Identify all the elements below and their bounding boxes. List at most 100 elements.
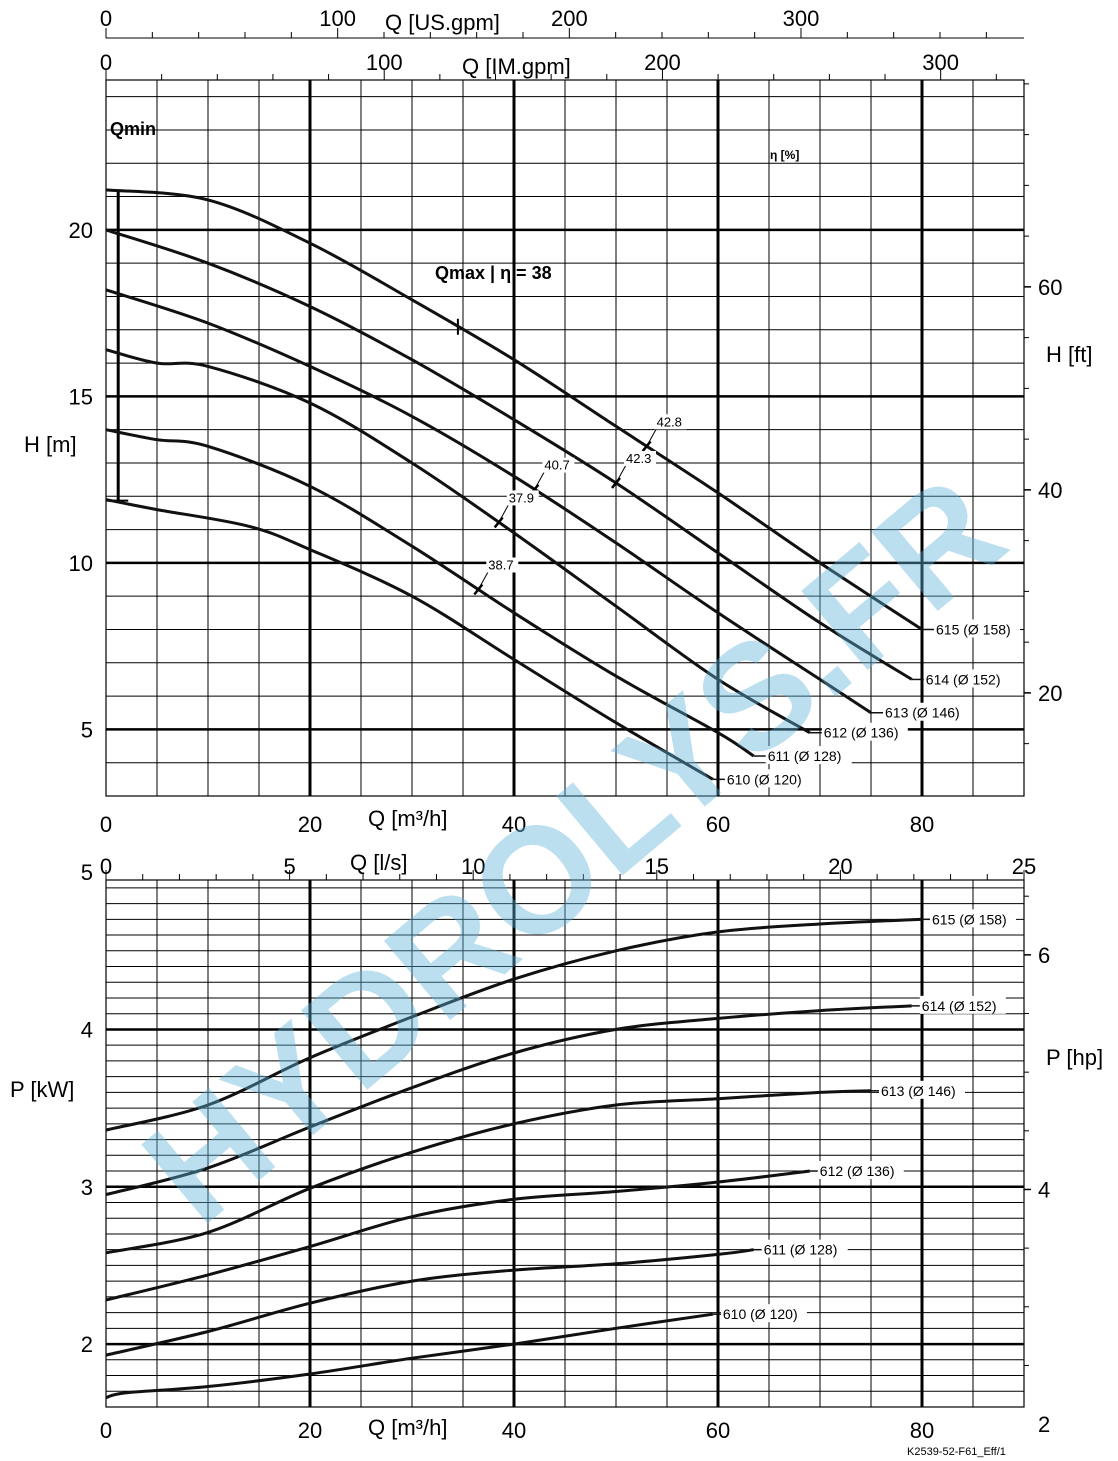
head-curve-label-bg	[821, 722, 908, 741]
efficiency-label: 40.7	[544, 458, 569, 473]
power-curve-label: 614 (Ø 152)	[922, 998, 997, 1014]
power-ylabel-right: P [hp]	[1046, 1045, 1103, 1070]
power-top-axis-title: Q [l/s]	[350, 850, 407, 875]
head-curve-label-bg	[923, 669, 1010, 688]
head-curve-610	[105, 498, 714, 781]
efficiency-leader	[498, 504, 510, 523]
imgpm-tick-label: 200	[644, 50, 681, 75]
power-ytick-label: 3	[81, 1175, 93, 1200]
power-xtick-label: 40	[502, 1418, 526, 1443]
head-curve-label: 611 (Ø 128)	[768, 748, 842, 764]
power-ytick-label: 5	[81, 860, 93, 885]
efficiency-label: 42.3	[626, 451, 651, 466]
head-curve-611	[105, 428, 755, 758]
eta-label: η [%]	[770, 148, 799, 162]
head-curve-label: 610 (Ø 120)	[727, 771, 802, 787]
watermark-text: HYDROLYS.FR	[113, 444, 1034, 1255]
power-curve-label-bg	[879, 1080, 965, 1099]
efficiency-label-bg	[506, 490, 539, 506]
efficiency-leader	[646, 428, 658, 447]
imgpm-tick-label: 0	[100, 50, 112, 75]
power-xlabel: Q [m³/h]	[368, 1415, 447, 1440]
power-hp-tick-label: 6	[1038, 943, 1050, 968]
power-ytick-label: 4	[81, 1017, 93, 1042]
head-xtick-label: 80	[910, 812, 934, 837]
efficiency-leader	[615, 464, 627, 484]
usgpm-tick-label: 200	[551, 6, 588, 31]
reference-code: K2539-52-F61_Eff/1	[907, 1446, 1006, 1458]
head-curves	[105, 188, 936, 781]
efficiency-label: 37.9	[509, 490, 534, 505]
head-ylabel: H [m]	[24, 432, 77, 457]
efficiency-label: 42.8	[657, 414, 682, 429]
lps-tick-label: 25	[1012, 854, 1036, 879]
power-xtick-label: 60	[706, 1418, 730, 1443]
head-xlabel: Q [m³/h]	[368, 806, 447, 831]
head-ft-tick-label: 60	[1038, 275, 1062, 300]
head-ylabel-right: H [ft]	[1046, 342, 1092, 367]
power-curve-611	[105, 1248, 754, 1357]
imgpm-tick-label: 100	[366, 50, 403, 75]
power-xtick-label: 20	[298, 1418, 322, 1443]
head-chart-labels: 5 10 15 20 20 40 60 0 20 40 60 80 0 100 200 300 0 100 200 3…	[69, 6, 1063, 837]
lps-tick-label: 10	[461, 854, 485, 879]
head-curve-label-bg	[934, 619, 1020, 638]
head-curve-612	[105, 348, 811, 734]
efficiency-label-bg	[542, 457, 575, 473]
power-curve-614	[105, 1004, 912, 1197]
head-xtick-label: 40	[502, 812, 526, 837]
head-curve-label: 612 (Ø 136)	[824, 725, 899, 741]
power-curve-label-bg	[817, 1161, 904, 1180]
head-curve-label: 614 (Ø 152)	[926, 671, 1001, 687]
lps-tick-label: 5	[283, 854, 295, 879]
qmax-label: Qmax | η = 38	[435, 263, 552, 283]
head-curve-label: 615 (Ø 158)	[936, 621, 1011, 637]
head-curve-613	[105, 288, 872, 714]
power-hp-tick-label: 2	[1038, 1412, 1050, 1437]
efficiency-label-bg	[624, 450, 656, 466]
power-curve-label: 613 (Ø 146)	[881, 1083, 956, 1099]
head-curve-label-bg	[765, 746, 852, 765]
head-curve-614	[105, 228, 913, 681]
efficiency-leader	[477, 571, 489, 590]
power-xtick-label: 80	[910, 1418, 934, 1443]
usgpm-tick-label: 300	[783, 6, 820, 31]
lps-tick-label: 20	[828, 854, 852, 879]
top-axis-imgpm-title: Q [IM.gpm]	[462, 54, 571, 79]
head-ytick-label: 20	[69, 218, 93, 243]
power-ytick-label: 2	[81, 1332, 93, 1357]
qmin-label: Qmin	[110, 119, 156, 139]
power-hp-tick-label: 4	[1038, 1177, 1050, 1202]
head-xtick-label: 20	[298, 812, 322, 837]
efficiency-label-bg	[654, 414, 687, 430]
imgpm-tick-label: 300	[922, 50, 959, 75]
power-curve-label-bg	[761, 1239, 848, 1258]
head-ft-tick-label: 40	[1038, 478, 1062, 503]
efficiency-label: 38.7	[488, 558, 513, 573]
power-curve-label-bg	[919, 995, 1006, 1014]
head-xtick-label: 60	[706, 812, 730, 837]
head-ytick-label: 10	[69, 551, 93, 576]
power-curve-label: 610 (Ø 120)	[723, 1306, 798, 1322]
power-xtick-label: 0	[100, 1418, 112, 1443]
head-ft-tick-label: 20	[1038, 681, 1062, 706]
power-curve-label: 612 (Ø 136)	[820, 1163, 895, 1179]
head-ytick-label: 5	[81, 717, 93, 742]
power-curves	[105, 917, 932, 1400]
head-ytick-label: 15	[69, 384, 93, 409]
power-curve-613	[105, 1089, 872, 1255]
head-xtick-label: 0	[100, 812, 112, 837]
power-curve-label-bg	[720, 1304, 807, 1323]
lps-tick-label: 15	[645, 854, 669, 879]
power-curve-615	[105, 917, 923, 1132]
usgpm-tick-label: 0	[100, 6, 112, 31]
usgpm-tick-label: 100	[319, 6, 356, 31]
head-curve-615	[105, 188, 923, 631]
head-curve-label-bg	[883, 702, 969, 721]
top-axis-usgpm-title: Q [US.gpm]	[385, 10, 500, 35]
power-ylabel: P [kW]	[10, 1077, 74, 1102]
head-curve-label: 613 (Ø 146)	[885, 705, 960, 721]
head-curve-label-bg	[724, 769, 811, 788]
efficiency-leader	[533, 471, 545, 490]
